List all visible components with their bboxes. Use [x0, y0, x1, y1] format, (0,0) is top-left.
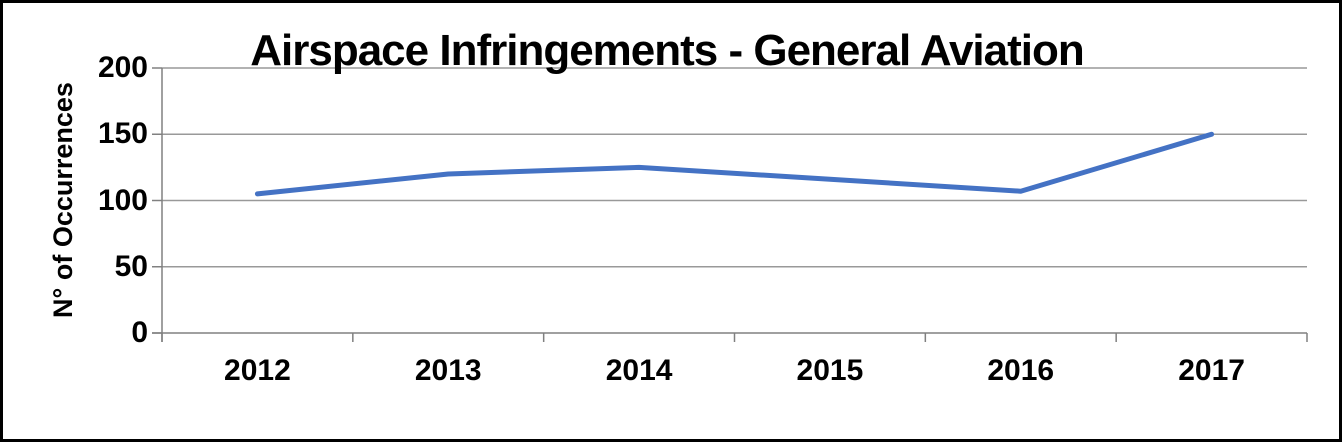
chart-title: Airspace Infringements - General Aviatio…: [250, 26, 1085, 75]
x-tick-label-2016: 2016: [987, 354, 1055, 387]
x-tick-label-2012: 2012: [224, 354, 291, 387]
x-tick-label-2013: 2013: [414, 354, 482, 387]
data-series-line: [254, 131, 1215, 197]
x-tick-label-2017: 2017: [1178, 354, 1245, 387]
y-tick-label-50: 50: [114, 249, 148, 283]
y-tick-label-150: 150: [97, 117, 148, 151]
y-tick-label-0: 0: [131, 316, 148, 349]
y-tick-label-100: 100: [97, 183, 148, 217]
x-tick-label-2014: 2014: [605, 354, 673, 387]
y-tick-label-200: 200: [97, 51, 148, 84]
x-tick-label-2015: 2015: [796, 354, 864, 387]
